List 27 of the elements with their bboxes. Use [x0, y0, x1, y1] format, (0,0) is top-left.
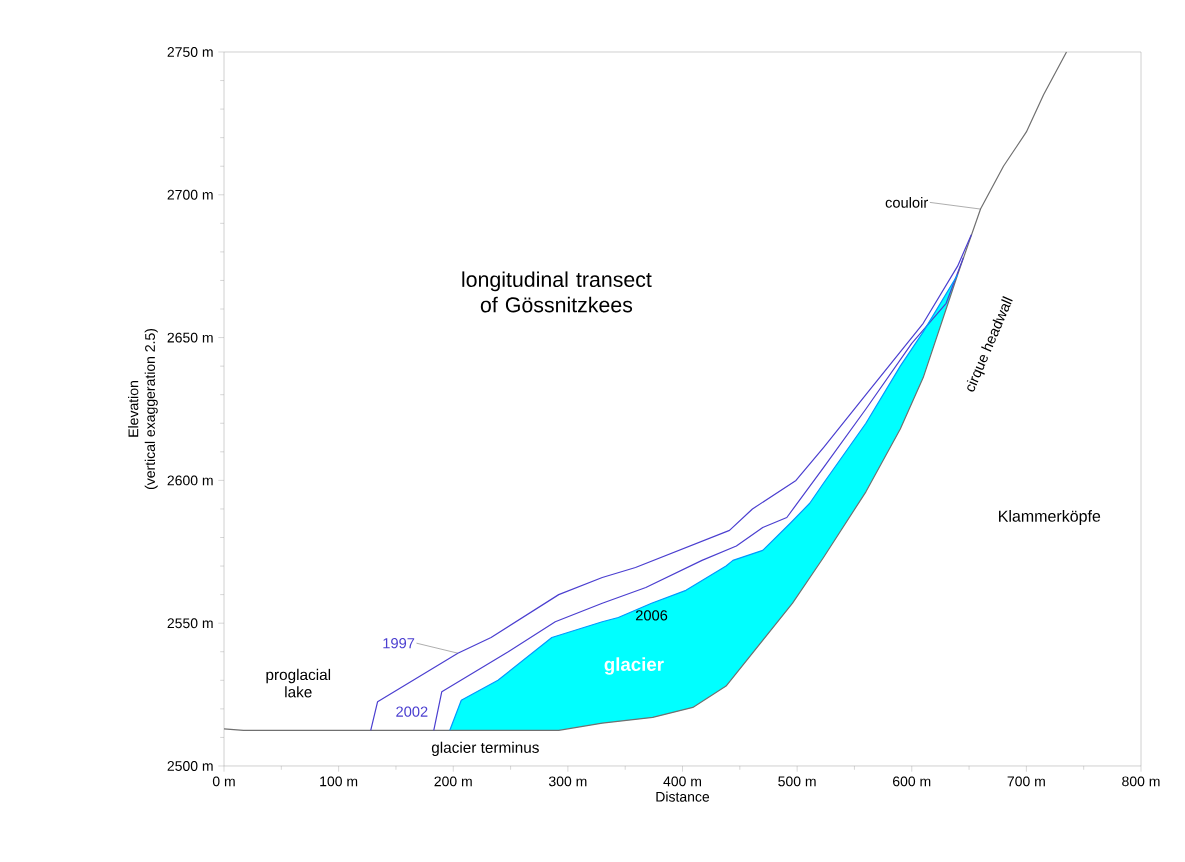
y-tick-label: 2700 m [167, 189, 213, 200]
x-tick-label: 300 m [548, 776, 587, 787]
x-tick-label: 400 m [663, 776, 702, 787]
series-label: 2002 [396, 706, 428, 717]
annotation: couloir [885, 197, 928, 208]
x-tick-label: 800 m [1122, 776, 1160, 787]
y-tick-label: 2650 m [167, 332, 213, 343]
y-tick-label: 2750 m [167, 47, 213, 57]
y-tick-label: 2500 m [167, 761, 213, 771]
y-tick-label: 2550 m [167, 618, 213, 629]
annotation: glacier terminus [431, 741, 539, 756]
x-axis-title: Distance [656, 791, 710, 802]
x-tick-label: 700 m [1007, 776, 1045, 787]
series-label: 2006 [635, 610, 668, 621]
x-tick-label: 0 m [212, 776, 235, 787]
x-tick-label: 100 m [320, 776, 358, 787]
x-tick-label: 200 m [434, 776, 472, 787]
text: longitudinal transect of Gössnitzkees [462, 271, 652, 313]
series-label: 1997 [383, 638, 415, 649]
y-tick-label: 2600 m [167, 475, 213, 486]
annotation: proglacial lake [266, 668, 331, 698]
annotation: Klammerköpfe [999, 510, 1101, 525]
annotation: glacier [604, 657, 664, 675]
x-tick-label: 500 m [778, 776, 816, 787]
y-axis-title: Elevation [128, 381, 139, 437]
x-tick-label: 600 m [893, 776, 931, 787]
text: (vertical exaggeration 2.5) [144, 328, 158, 490]
